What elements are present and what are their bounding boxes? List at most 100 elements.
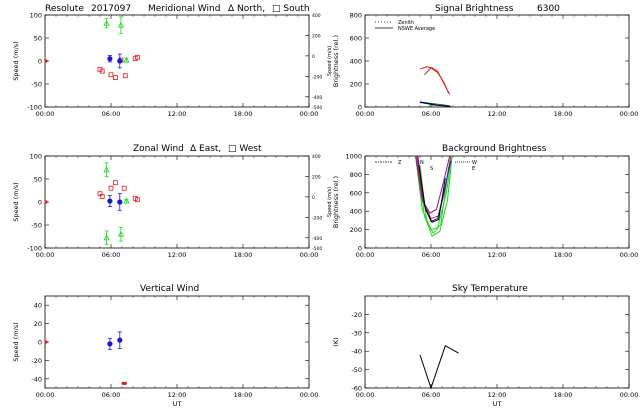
signal-title: Signal Brightness (435, 4, 514, 14)
date-label: 2017097 (91, 4, 131, 14)
zonal-point-triangle (117, 230, 125, 237)
zonal-plot: 00:00 06:00 12:00 18:00 00:00-100-50050100Sp… (12, 153, 333, 260)
zonal-point-triangle (103, 166, 110, 173)
background-legend-e: E (472, 166, 475, 172)
zonal-y2tick-label: -500 (312, 246, 322, 252)
signal-ytick-label: 200 (350, 81, 362, 89)
background-xtick-label: 00:00 (620, 251, 639, 259)
meridional-plot: 00:00 06:00 12:00 18:00 00:00-100-50050100Sp… (12, 12, 333, 119)
signal-ytick-label: 800 (350, 12, 362, 20)
zonal-point-circle (107, 198, 113, 204)
meridional-xtick-label: 00:00 (36, 110, 55, 118)
sky-plot: 00:00 06:00 12:00 18:00 00:00 UT -60 -50 -40 -30 -… (332, 295, 638, 408)
background-legend-z: Z (398, 160, 402, 166)
meridional-point-triangle (117, 21, 125, 28)
vertical-frame (44, 295, 310, 389)
sky-ytick-label: -20 (351, 311, 362, 319)
sky-ytick-label: -60 (351, 385, 362, 393)
zonal-point-circle (117, 199, 123, 205)
meridional-ytick-label: 100 (30, 12, 42, 20)
meridional-y2tick-label: -500 (312, 105, 322, 111)
meridional-point-square (99, 68, 105, 74)
vertical-ylabel: Speed (m/s) (12, 322, 20, 361)
sky-xtick-label: 12:00 (488, 391, 507, 399)
meridional-point-circle (117, 58, 123, 64)
sky-frame (364, 295, 630, 389)
signal-title-suffix: 6300 (537, 4, 560, 14)
signal-legend-nswe: NSWE Average (398, 26, 435, 32)
zonal-point-dot (44, 200, 48, 204)
background-series-line (415, 155, 451, 214)
signal-legend-zenith: Zenith (398, 20, 414, 26)
zonal-ytick-label: 100 (30, 153, 42, 161)
zonal-ytick-label: -100 (27, 245, 42, 253)
signal-ytick-label: 400 (350, 58, 362, 66)
zonal-xtick-label: 06:00 (102, 251, 121, 259)
vertical-xtick-label: 06:00 (102, 391, 121, 399)
background-xtick-label: 00:00 (356, 251, 375, 259)
background-ytick-label: 400 (350, 208, 362, 216)
sky-xtick-label: 00:00 (356, 391, 375, 399)
signal-xtick-label: 00:00 (356, 110, 375, 118)
background-plot: 00:00 06:00 12:00 18:00 00:00020040060080010… (332, 153, 638, 260)
zonal-ytick-label: 0 (38, 199, 42, 207)
zonal-xtick-label: 00:00 (300, 251, 319, 259)
vertical-xtick-label: 00:00 (36, 391, 55, 399)
background-ytick-label: 0 (358, 245, 362, 253)
station-label: Resolute (45, 4, 84, 14)
zonal-xtick-label: 18:00 (234, 251, 253, 259)
meridional-point-square (122, 73, 128, 79)
meridional-xtick-label: 18:00 (234, 110, 253, 118)
vertical-title: Vertical Wind (140, 284, 199, 294)
meridional-xtick-label: 12:00 (168, 110, 187, 118)
meridional-xtick-label: 00:00 (300, 110, 319, 118)
background-ytick-label: 200 (350, 226, 362, 234)
vertical-point-dot (121, 381, 125, 385)
meridional-ylabel: Speed (m/s) (12, 41, 20, 80)
zonal-point-square (99, 194, 105, 199)
zonal-title: Zonal Wind (133, 144, 184, 154)
zonal-y2tick-label: 400 (312, 154, 321, 160)
chart-meridional: Meridional Wind Δ North, □ South (148, 4, 310, 14)
vertical-xtick-label: 00:00 (300, 391, 319, 399)
vertical-ytick-label: -40 (31, 375, 42, 383)
vertical-point-circle (107, 341, 113, 347)
vertical-ytick-label: 0 (38, 339, 42, 347)
sky-ytick-label: -30 (351, 329, 362, 337)
background-series-line (417, 157, 453, 237)
vertical-xlabel: UT (173, 400, 182, 408)
signal-series-line (419, 101, 450, 107)
vertical-point-dot (44, 340, 48, 344)
meridional-y2tick-label: -400 (312, 95, 322, 101)
background-ytick-label: 800 (350, 171, 362, 179)
background-ytick-label: 1000 (345, 153, 362, 161)
zonal-frame (44, 155, 310, 249)
zonal-y2label: Speed (m/s) (327, 187, 333, 217)
signal-series-line (419, 101, 451, 107)
meridional-point-dot (44, 59, 48, 63)
signal-ylabel: Brightness (rel.) (332, 35, 340, 87)
meridional-ytick-label: -50 (31, 81, 42, 89)
vertical-ytick-label: -20 (31, 357, 42, 365)
meridional-ytick-label: 0 (38, 58, 42, 66)
sky-xtick-label: 18:00 (554, 391, 573, 399)
chart-zonal: Zonal Wind Δ East, □ West (133, 144, 262, 154)
background-xtick-label: 06:00 (422, 251, 441, 259)
meridional-title: Meridional Wind (148, 4, 220, 14)
background-legend-n: N (420, 160, 424, 166)
background-title: Background Brightness (442, 144, 547, 154)
sky-xtick-label: 06:00 (422, 391, 441, 399)
meridional-point-triangle (123, 56, 130, 63)
signal-xtick-label: 18:00 (554, 110, 573, 118)
signal-plot: 00:00 06:00 12:00 18:00 00:000200400600800Br… (332, 12, 638, 119)
zonal-xtick-label: 12:00 (168, 251, 187, 259)
signal-xtick-label: 12:00 (488, 110, 507, 118)
meridional-point-triangle (103, 19, 110, 26)
zonal-ylabel: Speed (m/s) (12, 182, 20, 221)
signal-xtick-label: 00:00 (620, 110, 639, 118)
zonal-y2tick-label: -200 (312, 215, 322, 221)
meridional-point-square (108, 72, 114, 78)
sky-series-line (419, 344, 459, 390)
zonal-ytick-label: -50 (31, 222, 42, 230)
